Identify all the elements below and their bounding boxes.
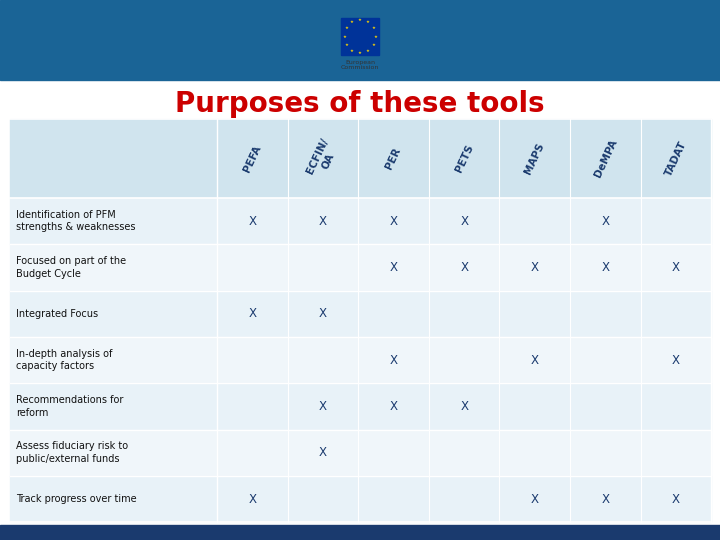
Text: PETS: PETS [454,143,475,174]
Bar [10,337,711,383]
Bar [341,18,379,55]
Text: X: X [672,354,680,367]
Text: PER: PER [384,146,403,171]
Text: ★: ★ [358,51,362,55]
Text: X: X [672,261,680,274]
Bar [10,119,711,198]
Text: X: X [390,354,397,367]
Text: ★: ★ [344,26,348,30]
Text: X: X [460,261,468,274]
Bar [10,244,711,291]
Text: ★: ★ [342,35,346,38]
Text: TADAT: TADAT [664,139,688,178]
Text: Focused on part of the
Budget Cycle: Focused on part of the Budget Cycle [16,256,126,279]
Text: Assess fiduciary risk to
public/external funds: Assess fiduciary risk to public/external… [16,442,128,464]
Text: X: X [248,214,256,227]
Text: Purposes of these tools: Purposes of these tools [175,90,545,118]
Text: X: X [460,400,468,413]
Bar [10,291,711,337]
Text: In-depth analysis of
capacity factors: In-depth analysis of capacity factors [16,349,112,371]
Text: X: X [390,214,397,227]
Text: ★: ★ [358,18,362,22]
Text: X: X [319,400,327,413]
Text: X: X [601,214,609,227]
Text: X: X [460,214,468,227]
Text: X: X [531,261,539,274]
Text: Recommendations for
reform: Recommendations for reform [16,395,123,417]
Text: ★: ★ [372,26,376,30]
Text: X: X [601,261,609,274]
Text: ★: ★ [350,21,354,24]
Text: ★: ★ [344,43,348,46]
Text: X: X [672,492,680,505]
Text: PEFA: PEFA [242,144,263,174]
Text: X: X [390,400,397,413]
Text: X: X [319,307,327,320]
Text: X: X [531,354,539,367]
Text: X: X [248,492,256,505]
Text: X: X [319,446,327,459]
Text: ★: ★ [350,49,354,52]
Bar [10,198,711,244]
Text: X: X [319,214,327,227]
Text: X: X [531,492,539,505]
Text: DeMPA: DeMPA [593,138,618,179]
Text: ★: ★ [372,43,376,46]
Text: Identification of PFM
strengths & weaknesses: Identification of PFM strengths & weakne… [16,210,135,232]
Bar [0,525,720,540]
Text: ECFIN/
OA: ECFIN/ OA [305,137,341,180]
Text: MAPS: MAPS [523,141,546,176]
Bar [10,429,711,476]
Text: ★: ★ [366,49,370,52]
Text: Integrated Focus: Integrated Focus [16,309,98,319]
Text: European
Commission: European Commission [341,59,379,70]
Text: X: X [248,307,256,320]
Text: Track progress over time: Track progress over time [16,494,137,504]
Bar [0,0,720,80]
Text: ★: ★ [366,21,370,24]
Text: X: X [390,261,397,274]
Text: ★: ★ [374,35,378,38]
Text: X: X [601,492,609,505]
Bar [10,383,711,429]
Bar [10,476,711,522]
